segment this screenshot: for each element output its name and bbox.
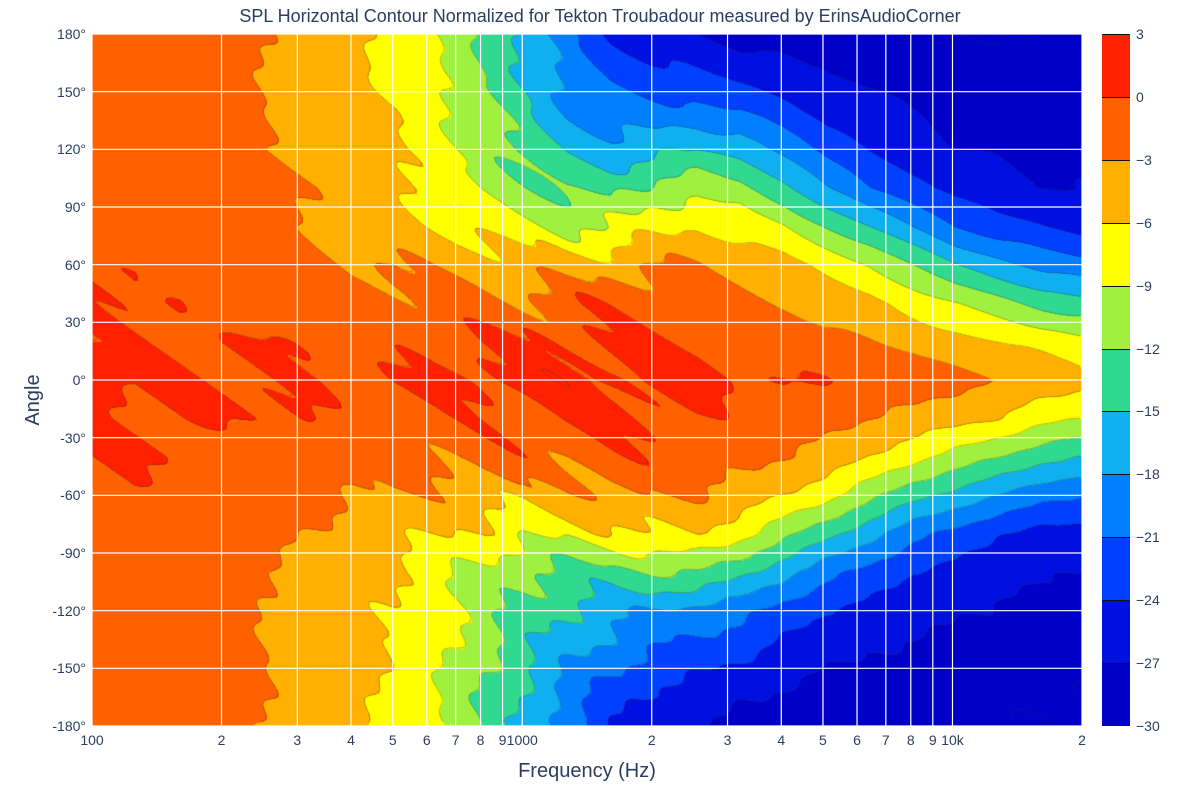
y-tick: -90° <box>6 545 86 561</box>
x-tick-minor: 9 <box>499 732 507 748</box>
x-tick-minor: 9 <box>929 732 937 748</box>
plot-area <box>92 34 1082 726</box>
x-tick-minor: 2 <box>218 732 226 748</box>
colorbar <box>1102 34 1130 726</box>
colorbar-segment <box>1102 600 1130 663</box>
heatmap-canvas <box>92 34 1082 726</box>
colorbar-tick: 3 <box>1136 26 1144 42</box>
x-tick-minor: 7 <box>452 732 460 748</box>
y-tick: 180° <box>6 26 86 42</box>
y-tick: -120° <box>6 603 86 619</box>
x-tick-major: 1000 <box>507 732 538 748</box>
colorbar-tick: −30 <box>1136 718 1160 734</box>
x-tick-minor: 5 <box>819 732 827 748</box>
y-tick: 120° <box>6 141 86 157</box>
colorbar-segment <box>1102 97 1130 160</box>
colorbar-tick: −3 <box>1136 152 1152 168</box>
y-tick: -60° <box>6 487 86 503</box>
colorbar-segment <box>1102 411 1130 474</box>
colorbar-tick: −12 <box>1136 341 1160 357</box>
x-tick-major: 100 <box>80 732 103 748</box>
colorbar-segment <box>1102 160 1130 223</box>
y-tick: -180° <box>6 718 86 734</box>
y-tick: -30° <box>6 430 86 446</box>
x-tick-minor: 6 <box>853 732 861 748</box>
colorbar-segment <box>1102 663 1130 726</box>
colorbar-tick: 0 <box>1136 89 1144 105</box>
x-tick-minor: 3 <box>724 732 732 748</box>
y-tick: -150° <box>6 660 86 676</box>
y-tick: 60° <box>6 257 86 273</box>
x-axis-label: Frequency (Hz) <box>92 760 1082 783</box>
x-tick-minor: 4 <box>347 732 355 748</box>
y-tick: 90° <box>6 199 86 215</box>
colorbar-segment <box>1102 223 1130 286</box>
x-tick-minor: 4 <box>777 732 785 748</box>
x-tick-major: 10k <box>941 732 964 748</box>
contour-chart: SPL Horizontal Contour Normalized for Te… <box>0 0 1200 800</box>
chart-title: SPL Horizontal Contour Normalized for Te… <box>0 6 1200 27</box>
x-tick-minor: 5 <box>389 732 397 748</box>
colorbar-segment <box>1102 34 1130 97</box>
colorbar-tick: −6 <box>1136 215 1152 231</box>
colorbar-tick: −18 <box>1136 466 1160 482</box>
colorbar-segment <box>1102 474 1130 537</box>
colorbar-tick: −15 <box>1136 403 1160 419</box>
colorbar-segment <box>1102 537 1130 600</box>
y-tick: 30° <box>6 314 86 330</box>
x-tick-minor: 3 <box>293 732 301 748</box>
x-tick-minor: 8 <box>907 732 915 748</box>
colorbar-tick: −9 <box>1136 278 1152 294</box>
y-tick: 150° <box>6 84 86 100</box>
colorbar-tick: −27 <box>1136 655 1160 671</box>
y-tick: 0° <box>6 372 86 388</box>
x-tick-minor: 8 <box>477 732 485 748</box>
colorbar-segment <box>1102 349 1130 412</box>
colorbar-tick: −21 <box>1136 529 1160 545</box>
x-tick-minor: 6 <box>423 732 431 748</box>
x-tick-minor: 2 <box>648 732 656 748</box>
colorbar-tick: −24 <box>1136 592 1160 608</box>
x-tick-minor: 7 <box>882 732 890 748</box>
colorbar-segment <box>1102 286 1130 349</box>
x-tick-minor: 2 <box>1078 732 1086 748</box>
